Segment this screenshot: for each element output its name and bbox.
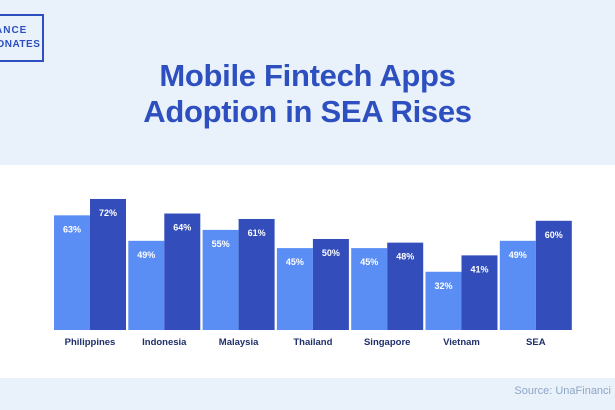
category-label-malaysia: Malaysia [219, 337, 259, 348]
bar-sea-series-1 [499, 240, 536, 330]
data-label-sea-series-2: 60% [545, 230, 563, 240]
bar-thailand-series-2 [312, 239, 349, 330]
category-label-thailand: Thailand [293, 337, 332, 348]
data-label-vietnam-series-2: 41% [470, 264, 488, 274]
bar-singapore-series-1 [351, 248, 388, 330]
bar-philippines-series-2 [90, 198, 126, 330]
data-label-singapore-series-1: 45% [360, 257, 378, 267]
data-label-vietnam-series-1: 32% [434, 281, 452, 291]
logo-line-2: DNATES [0, 39, 41, 50]
bar-philippines-series-1 [54, 215, 90, 330]
data-label-singapore-series-2: 48% [396, 252, 414, 262]
data-label-philippines-series-2: 72% [99, 208, 117, 218]
page-title: Mobile Fintech Apps Adoption in SEA Rise… [0, 58, 615, 130]
source-note: Source: UnaFinanci [514, 385, 611, 397]
bar-singapore-series-2 [387, 242, 424, 330]
bar-malaysia-series-1 [202, 229, 239, 330]
category-label-vietnam: Vietnam [443, 337, 480, 348]
data-label-indonesia-series-2: 64% [173, 223, 191, 233]
data-label-indonesia-series-1: 49% [137, 250, 155, 260]
category-label-indonesia: Indonesia [142, 337, 187, 348]
logo-line-1: ANCE [0, 25, 28, 36]
data-label-malaysia-series-1: 55% [212, 239, 230, 249]
bar-thailand-series-1 [276, 248, 313, 330]
data-label-thailand-series-2: 50% [322, 248, 340, 258]
title-line-2: Adoption in SEA Rises [143, 94, 472, 129]
bar-vietnam-series-1 [425, 271, 462, 330]
bar-indonesia-series-2 [164, 213, 201, 330]
category-label-sea: SEA [526, 337, 546, 348]
title-line-1: Mobile Fintech Apps [159, 58, 456, 93]
category-label-singapore: Singapore [364, 337, 410, 348]
chart-panel: 63% 72% Philippines 49% 64% Indonesia 55% 61% Ma… [0, 165, 615, 378]
data-label-sea-series-1: 49% [509, 250, 527, 260]
data-label-philippines-series-1: 63% [63, 224, 81, 234]
bar-vietnam-series-2 [461, 255, 498, 330]
data-label-malaysia-series-2: 61% [248, 228, 266, 238]
data-label-thailand-series-1: 45% [286, 257, 304, 267]
category-label-philippines: Philippines [65, 337, 116, 348]
bar-sea-series-2 [535, 220, 572, 330]
bar-malaysia-series-2 [238, 218, 275, 330]
brand-logo: ANCE DNATES [0, 14, 44, 62]
bar-chart: 63% 72% Philippines 49% 64% Indonesia 55% 61% Ma… [54, 198, 572, 348]
bar-indonesia-series-1 [128, 240, 165, 330]
